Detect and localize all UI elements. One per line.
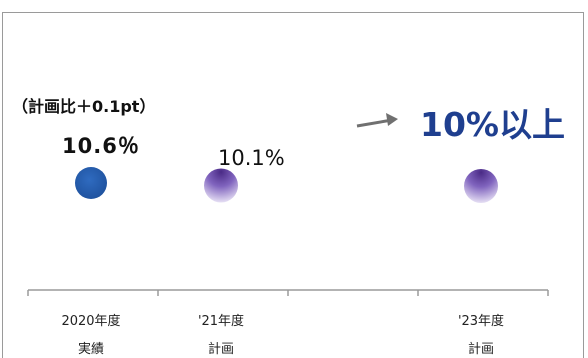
data-point xyxy=(204,168,238,203)
x-tick-label: '21年度 xyxy=(198,313,244,329)
x-tick-label: 実績 xyxy=(78,341,104,357)
x-tick-label: 計画 xyxy=(208,341,234,357)
data-point xyxy=(464,169,498,203)
value-label-2021: 10.1% xyxy=(218,146,285,170)
x-tick-label: '23年度 xyxy=(458,313,504,329)
data-point xyxy=(75,167,107,199)
trend-arrow xyxy=(356,113,398,128)
x-tick-label: 2020年度 xyxy=(61,313,120,329)
note-label: （計画比＋0.1pt） xyxy=(12,97,155,116)
x-tick-label: 計画 xyxy=(468,341,494,357)
target-label: 10%以上 xyxy=(420,105,565,144)
value-label-2020: 10.6％ xyxy=(62,134,140,158)
chart-frame xyxy=(2,12,584,358)
